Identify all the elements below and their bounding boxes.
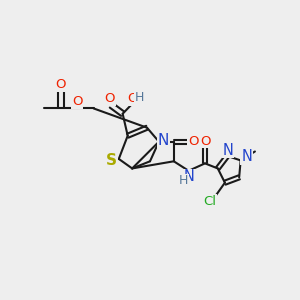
Text: H: H — [178, 174, 188, 188]
Text: N: N — [158, 133, 169, 148]
Text: N: N — [222, 142, 233, 158]
Text: N: N — [184, 169, 195, 184]
Text: H: H — [135, 92, 144, 104]
Text: O: O — [105, 92, 115, 105]
Text: Cl: Cl — [203, 195, 217, 208]
Text: S: S — [106, 153, 117, 168]
Text: O: O — [200, 135, 211, 148]
Text: N: N — [241, 149, 252, 164]
Text: O: O — [188, 135, 199, 148]
Text: O: O — [56, 78, 66, 91]
Text: O: O — [127, 92, 137, 105]
Text: O: O — [72, 95, 83, 108]
